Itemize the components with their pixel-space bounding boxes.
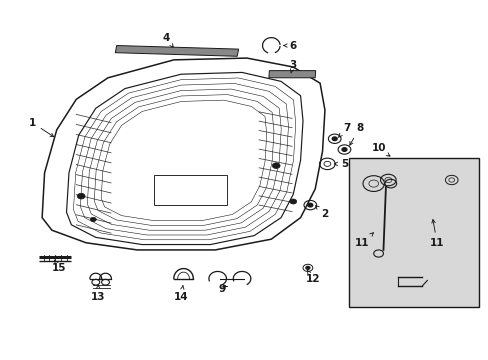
Polygon shape [268, 71, 315, 78]
Text: 2: 2 [315, 206, 328, 219]
Text: 5: 5 [334, 159, 347, 169]
Circle shape [305, 266, 309, 269]
Circle shape [307, 203, 312, 207]
Polygon shape [348, 158, 478, 307]
Text: 9: 9 [219, 284, 225, 294]
Text: 11: 11 [354, 233, 373, 248]
Text: 15: 15 [52, 260, 66, 273]
Text: 12: 12 [305, 270, 319, 284]
Circle shape [289, 199, 296, 204]
Text: 14: 14 [173, 286, 188, 302]
Text: 13: 13 [91, 285, 105, 302]
Text: 6: 6 [283, 41, 296, 50]
Polygon shape [115, 45, 238, 56]
Text: 8: 8 [349, 123, 363, 145]
Circle shape [272, 163, 280, 168]
Text: 7: 7 [338, 123, 350, 137]
Text: 1: 1 [29, 118, 54, 137]
Circle shape [90, 217, 96, 222]
Text: 4: 4 [163, 33, 173, 47]
Text: 3: 3 [289, 60, 296, 73]
Circle shape [341, 148, 346, 151]
Circle shape [331, 137, 336, 140]
Circle shape [77, 193, 85, 199]
Text: 11: 11 [429, 220, 444, 248]
Text: 10: 10 [370, 143, 389, 156]
